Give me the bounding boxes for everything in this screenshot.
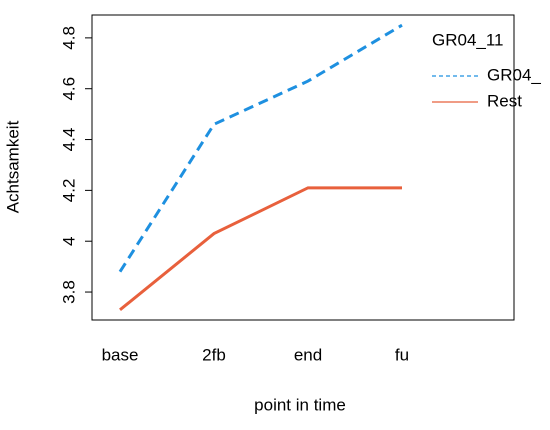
legend-label: GR04_ [487, 65, 541, 84]
y-tick-label: 4.8 [59, 26, 78, 50]
y-axis-label: Achtsamkeit [3, 120, 22, 213]
series-line [119, 186, 402, 311]
x-tick-label: base [102, 345, 139, 364]
y-tick-label: 4.6 [59, 77, 78, 101]
y-tick-label: 4 [59, 236, 78, 245]
plot-frame [91, 14, 515, 321]
y-tick-label: 3.8 [59, 280, 78, 304]
x-axis-label: point in time [254, 395, 346, 414]
x-tick-label: 2fb [202, 345, 226, 364]
legend-title: GR04_11 [432, 30, 504, 49]
y-tick-label: 4.2 [59, 179, 78, 203]
y-tick-label: 4.4 [59, 128, 78, 152]
legend-label: Rest [487, 91, 522, 110]
x-tick-label: end [294, 345, 322, 364]
series-line [118, 23, 403, 273]
x-tick-label: fu [395, 345, 409, 364]
